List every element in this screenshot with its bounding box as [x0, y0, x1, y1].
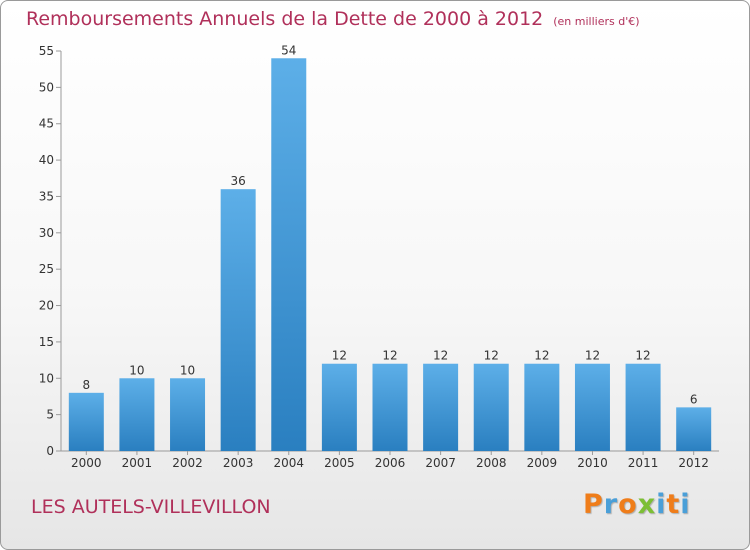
bar: [473, 363, 509, 451]
bar: [574, 363, 610, 451]
data-label: 12: [433, 349, 448, 363]
bars: [68, 58, 712, 451]
bar: [321, 363, 357, 451]
bar: [372, 363, 408, 451]
y-tick-label: 45: [39, 117, 54, 131]
logo-letter: x: [637, 489, 657, 520]
chart-title: Remboursements Annuels de la Dette de 20…: [26, 8, 640, 30]
x-tick-label: 2008: [476, 456, 507, 470]
bar: [524, 363, 560, 451]
proxiti-logo[interactable]: Proxiti: [583, 489, 691, 520]
x-tick-label: 2002: [172, 456, 203, 470]
data-label: 12: [484, 349, 499, 363]
bar: [625, 363, 661, 451]
data-label: 6: [690, 392, 698, 406]
x-tick-label: 2012: [678, 456, 709, 470]
bar: [220, 189, 256, 451]
logo-letter: o: [618, 489, 638, 520]
logo-letter: P: [583, 489, 604, 520]
x-tick-label: 2007: [425, 456, 456, 470]
x-tick-label: 2010: [577, 456, 608, 470]
data-labels: 8 10 10 36 54 12 12 12 12 12 12 12 6: [82, 43, 697, 406]
y-tick-label: 35: [39, 189, 54, 203]
data-label: 54: [281, 43, 296, 57]
data-label: 12: [534, 349, 549, 363]
x-tick-label: 2006: [375, 456, 406, 470]
commune-name: LES AUTELS-VILLEVILLON: [31, 496, 271, 518]
y-tick-label: 25: [39, 262, 54, 276]
bar: [676, 407, 712, 451]
x-tick-label: 2005: [324, 456, 355, 470]
logo-letter: i: [680, 489, 691, 520]
x-tick-label: 2009: [527, 456, 558, 470]
logo-letter: r: [603, 489, 619, 520]
y-tick-label: 5: [46, 408, 54, 422]
y-tick-label: 55: [39, 44, 54, 58]
x-tick-label: 2001: [122, 456, 153, 470]
chart-subtitle: (en milliers d'€): [553, 15, 640, 28]
data-label: 36: [231, 174, 246, 188]
bar: [271, 58, 307, 451]
data-label: 10: [129, 363, 144, 377]
data-label: 10: [180, 363, 195, 377]
data-label: 12: [382, 349, 397, 363]
x-tick-label: 2011: [628, 456, 659, 470]
logo-letter: t: [666, 489, 681, 520]
logo-letter: i: [656, 489, 667, 520]
data-label: 12: [585, 349, 600, 363]
y-tick-label: 40: [39, 153, 54, 167]
bar: [423, 363, 459, 451]
y-tick-label: 10: [39, 371, 54, 385]
y-tick-label: 30: [39, 226, 54, 240]
bar: [170, 378, 206, 451]
y-tick-label: 20: [39, 299, 54, 313]
x-tick-label: 2003: [223, 456, 254, 470]
x-tick-label: 2000: [71, 456, 102, 470]
y-tick-label: 50: [39, 80, 54, 94]
x-tick-label: 2004: [273, 456, 304, 470]
title-text: Remboursements Annuels de la Dette de 20…: [26, 8, 544, 30]
data-label: 12: [332, 349, 347, 363]
bar: [68, 392, 104, 451]
bar: [119, 378, 155, 451]
data-label: 12: [635, 349, 650, 363]
y-tick-label: 15: [39, 335, 54, 349]
data-label: 8: [82, 378, 90, 392]
y-tick-label: 0: [46, 444, 54, 458]
